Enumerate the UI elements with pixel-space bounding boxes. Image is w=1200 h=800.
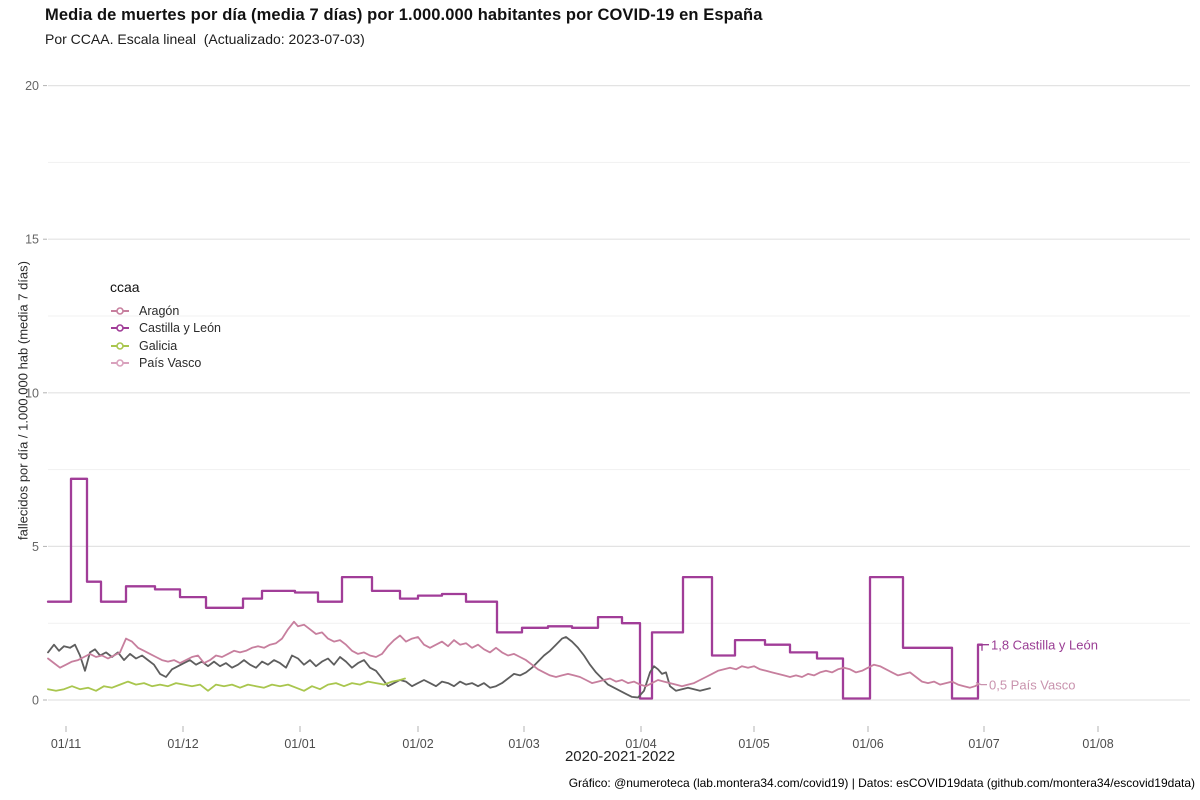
end-value-label-pais-vasco: 0,5 País Vasco [989,677,1076,693]
legend-swatch-icon [111,341,129,350]
annotation-connector [981,644,989,651]
x-axis-label: 2020-2021-2022 [564,748,676,765]
y-tick-label: 10 [25,386,39,400]
y-tick-label: 0 [32,694,39,708]
x-tick-label: 01/02 [402,737,433,751]
legend-swatch-icon [111,324,129,333]
legend-label: Galicia [139,338,178,353]
series-line-pa-s-vasco [47,620,979,689]
legend-label: País Vasco [139,356,202,371]
end-value-label-castilla-y-leon: 1,8 Castilla y León [991,637,1098,653]
chart-subtitle: Por CCAA. Escala lineal (Actualizado: 20… [45,31,365,47]
x-tick-label: 01/01 [284,737,315,751]
credits-footer: Gráfico: @numeroteca (lab.montera34.com/… [568,776,1195,790]
y-tick-label: 20 [25,79,39,93]
series-line-castilla-y-le-n [46,477,984,700]
series-line-arag-n [47,636,711,699]
legend-label: Castilla y León [139,321,221,336]
annotation-connector [975,682,987,686]
legend-item-arag-n: Aragón [110,302,221,320]
legend-item-pa-s-vasco: País Vasco [110,355,221,373]
legend-swatch-icon [111,359,129,368]
x-tick-label: 01/03 [508,737,539,751]
series-line-galicia [47,677,406,692]
legend-item-galicia: Galicia [110,337,221,355]
x-tick-label: 01/08 [1082,737,1113,751]
y-axis-label: fallecidos por día / 1.000.000 hab (medi… [15,261,31,540]
x-tick-label: 01/05 [738,737,769,751]
x-tick-label: 01/12 [167,737,198,751]
legend-item-castilla-y-le-n: Castilla y León [110,320,221,338]
x-tick-label: 01/11 [51,737,81,751]
y-tick-label: 15 [25,233,39,247]
legend-items: Aragón Castilla y León Galicia País Vasco [110,302,221,372]
chart-title: Media de muertes por día (media 7 días) … [45,6,763,24]
legend-label: Aragón [139,303,180,318]
x-tick-label: 01/06 [852,737,883,751]
legend-title: ccaa [110,279,140,295]
legend-swatch-icon [111,306,129,315]
x-tick-label: 01/07 [968,737,999,751]
legend: ccaa Aragón Castilla y León Galicia País Va… [110,279,221,372]
x-tick-label: 01/04 [625,737,656,751]
y-tick-label: 5 [32,540,39,554]
